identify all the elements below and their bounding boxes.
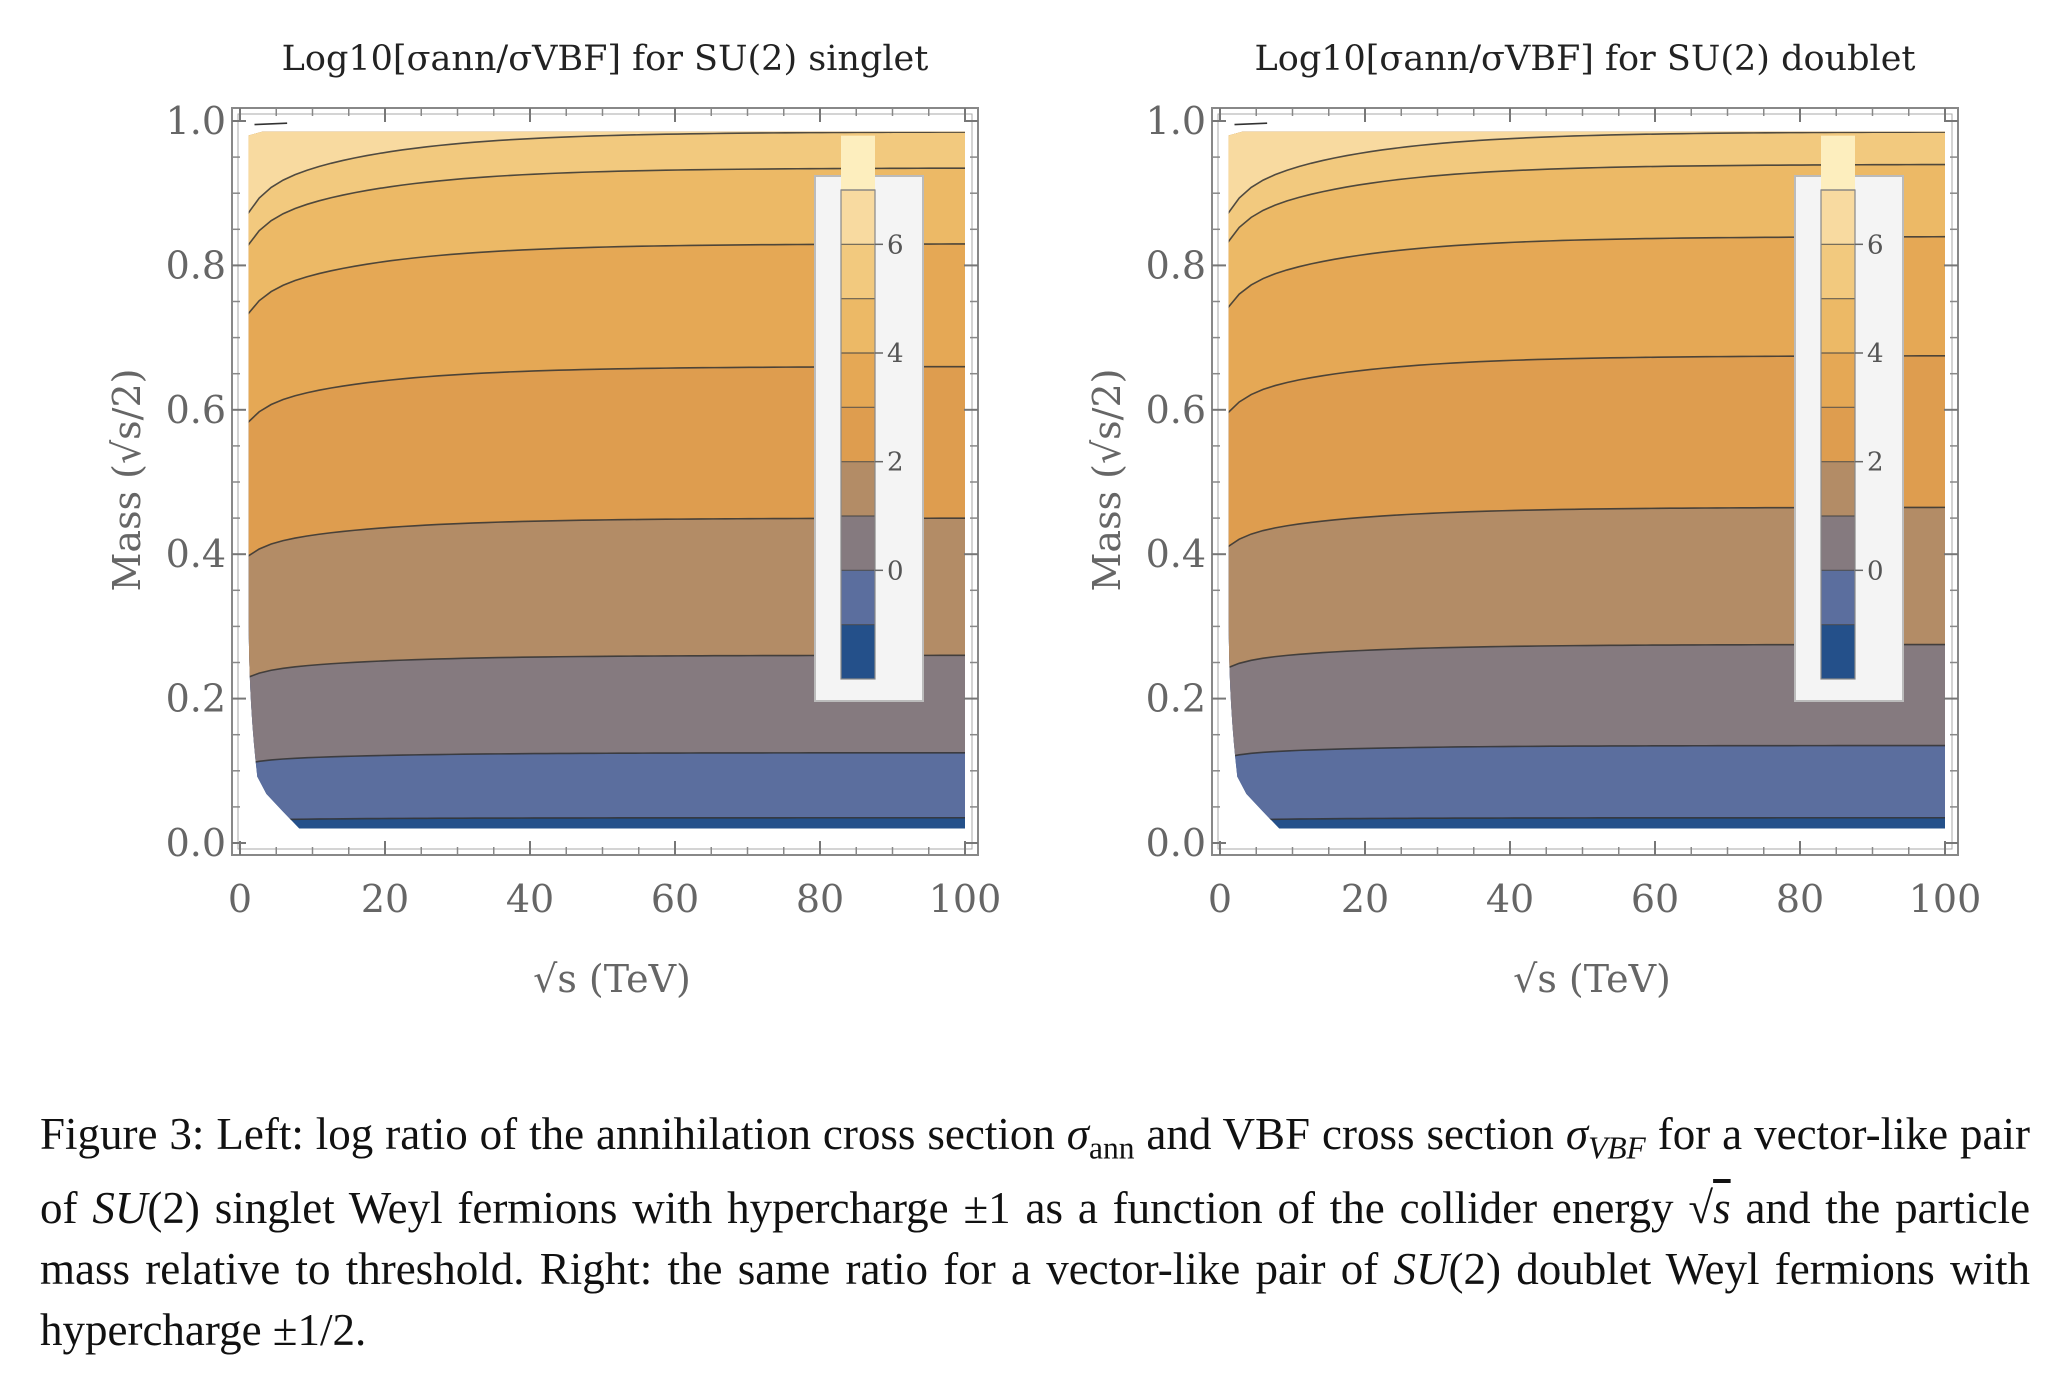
legend-tick-label: 6 <box>1867 230 1884 260</box>
x-tick-label: 40 <box>506 877 554 921</box>
x-tick-label: 20 <box>361 877 409 921</box>
legend-swatch <box>1821 244 1855 299</box>
legend-swatch <box>841 407 875 462</box>
legend-swatch <box>841 190 875 245</box>
x-tick-label: 0 <box>1208 877 1232 921</box>
contour-line <box>1234 122 1268 126</box>
legend-tick-label: 2 <box>887 448 904 478</box>
caption-figure-label: Figure 3: <box>40 1109 205 1159</box>
x-axis-label: √s (TeV) <box>1513 957 1671 1001</box>
legend-swatch <box>841 135 875 190</box>
contour-line <box>1228 131 1945 215</box>
contour-line <box>248 751 965 765</box>
contour-line <box>248 816 965 822</box>
legend-tick-label: 6 <box>887 230 904 260</box>
contour-band <box>248 131 965 215</box>
legend-tick-label: 4 <box>1867 339 1884 369</box>
x-axis-label: √s (TeV) <box>533 957 691 1001</box>
x-tick-label: 100 <box>1909 877 1982 921</box>
y-tick-label: 0.0 <box>1146 821 1206 865</box>
legend-bar-frame <box>840 189 876 680</box>
contour-line <box>248 131 965 215</box>
legend-swatch <box>1821 135 1855 190</box>
x-tick-label: 80 <box>796 877 844 921</box>
y-tick-label: 0.8 <box>1146 243 1206 287</box>
legend-swatch <box>1821 516 1855 571</box>
x-tick-label: 20 <box>1341 877 1389 921</box>
y-tick-label: 1.0 <box>1146 99 1206 143</box>
legend-swatch <box>1821 624 1855 679</box>
legend-swatch <box>1821 298 1855 353</box>
legend-swatch <box>1821 461 1855 516</box>
y-tick-label: 0.2 <box>166 677 226 721</box>
legend-swatch <box>1821 407 1855 462</box>
legend-swatch <box>841 624 875 679</box>
chart-title: Log10[σann/σVBF] for SU(2) doublet <box>1255 39 1916 79</box>
y-axis-label: Mass (√s/2) <box>105 369 149 592</box>
legend-tick-label: 2 <box>1867 448 1884 478</box>
x-tick-label: 60 <box>651 877 699 921</box>
legend-tick-label: 0 <box>887 556 904 586</box>
contour-line <box>1228 816 1945 822</box>
y-tick-label: 0.8 <box>166 243 226 287</box>
x-tick-label: 40 <box>1486 877 1534 921</box>
legend-swatch <box>1821 190 1855 245</box>
contour-line <box>254 122 288 126</box>
chart-title: Log10[σann/σVBF] for SU(2) singlet <box>282 39 929 79</box>
legend-swatch <box>841 353 875 408</box>
x-tick-label: 100 <box>929 877 1002 921</box>
y-tick-label: 0.2 <box>1146 677 1206 721</box>
x-tick-label: 60 <box>1631 877 1679 921</box>
legend-swatch <box>841 244 875 299</box>
x-tick-label: 80 <box>1776 877 1824 921</box>
legend-swatch <box>841 298 875 353</box>
y-tick-label: 0.6 <box>1146 388 1206 432</box>
contour-line <box>1228 744 1945 758</box>
legend-tick-label: 0 <box>1867 556 1884 586</box>
legend-tick-label: 4 <box>887 339 904 369</box>
x-tick-label: 0 <box>228 877 252 921</box>
figure-caption: Figure 3: Left: log ratio of the annihil… <box>40 1109 2031 1356</box>
legend-swatch <box>1821 353 1855 408</box>
y-axis-label: Mass (√s/2) <box>1085 369 1129 592</box>
y-tick-label: 1.0 <box>166 99 226 143</box>
legend-swatch <box>1821 570 1855 625</box>
legend: 0 2 4 6 <box>1794 135 1904 702</box>
y-tick-label: 0.0 <box>166 821 226 865</box>
legend-swatch <box>841 461 875 516</box>
contour-band <box>1228 131 1945 215</box>
legend-swatch <box>841 516 875 571</box>
legend-swatch <box>841 570 875 625</box>
y-tick-label: 0.4 <box>166 532 226 576</box>
legend: 0 2 4 6 <box>814 135 924 702</box>
y-tick-label: 0.6 <box>166 388 226 432</box>
y-tick-label: 0.4 <box>1146 532 1206 576</box>
legend-bar-frame <box>1820 189 1856 680</box>
